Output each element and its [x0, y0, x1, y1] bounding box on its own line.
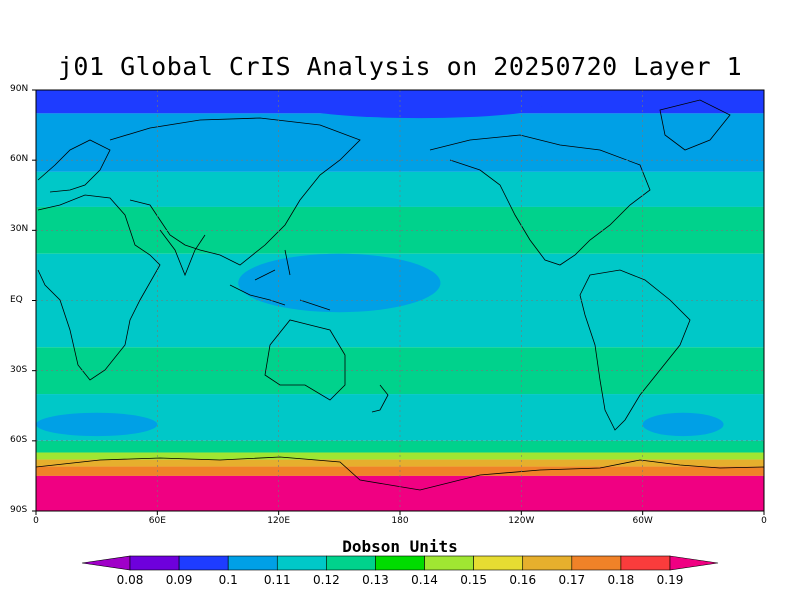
colorbar-min-arrow [81, 555, 131, 571]
coastline-south-america [579, 269, 691, 431]
colorbar-tick-10: 0.18 [607, 573, 635, 587]
colorbar-title: Dobson Units [342, 537, 458, 556]
colorbar-swatch-0 [129, 555, 180, 571]
map-title: j01 Global CrIS Analysis on 20250720 Lay… [57, 52, 743, 81]
coastline-asia [109, 117, 361, 266]
colorbar-swatch-7 [473, 555, 524, 571]
graticule [36, 90, 764, 511]
colorbar-swatch-2 [227, 555, 278, 571]
colorbar-swatch-5 [375, 555, 425, 571]
coastline-antarctica [36, 456, 764, 491]
lat-label-4: 30S [10, 364, 28, 375]
colorbar-tick-9: 0.17 [558, 573, 586, 587]
axis-ticks [32, 89, 765, 515]
zonal-band-9 [36, 459, 764, 467]
field-patch-1 [36, 412, 158, 437]
colorbar-tick-8: 0.16 [509, 573, 537, 587]
lon-label-1: 60E [148, 516, 166, 526]
lat-label-1: 60N [10, 154, 29, 165]
field-patch-2 [642, 412, 724, 437]
coastline-nz [371, 384, 389, 413]
colorbar [81, 555, 719, 571]
colorbar-tick-6: 0.14 [411, 573, 438, 587]
coastline-africa [37, 194, 161, 381]
colorbar-swatch-10 [620, 555, 671, 571]
lon-label-3: 180 [391, 516, 409, 526]
lat-label-6: 90S [10, 505, 28, 515]
lat-label-0: 90N [10, 84, 29, 94]
colorbar-swatch-8 [522, 555, 573, 571]
lat-label-2: 30N [10, 224, 29, 235]
lon-label-0: 0 [33, 516, 39, 526]
colorbar-swatch-4 [326, 555, 376, 571]
lon-label-5: 60W [632, 516, 653, 526]
colorbar-swatch-9 [571, 555, 622, 571]
colorbar-tick-11: 0.19 [656, 573, 684, 587]
coastlines [36, 99, 764, 491]
coastline-europe [37, 139, 111, 193]
colorbar-max-arrow [669, 555, 719, 571]
colorbar-tick-5: 0.13 [362, 573, 389, 587]
zonal-band-1 [36, 113, 764, 172]
lat-label-5: 60S [10, 434, 28, 445]
colorbar-swatch-6 [424, 555, 474, 571]
lon-label-4: 120W [508, 516, 535, 526]
coastline-north-america [429, 134, 651, 266]
field-patch-3 [298, 94, 542, 119]
colorbar-tick-0: 0.08 [116, 573, 144, 587]
lon-label-2: 120E [267, 516, 291, 526]
coastline-sea-islands [229, 249, 331, 311]
coastline-greenland [659, 99, 731, 151]
colorbar-tick-4: 0.12 [313, 573, 340, 587]
lon-label-6: 0 [761, 516, 767, 526]
lat-label-3: EQ [10, 294, 23, 305]
colorbar-tick-7: 0.15 [460, 573, 487, 587]
colorbar-swatch-1 [178, 555, 229, 571]
colorbar-swatch-3 [276, 555, 327, 571]
colorbar-tick-1: 0.09 [165, 573, 193, 587]
field-patch-0 [238, 253, 441, 313]
colorbar-tick-3: 0.11 [263, 573, 291, 587]
colorbar-tick-2: 0.1 [218, 573, 238, 587]
coastline-australia [264, 319, 346, 401]
coastline-india [159, 229, 206, 277]
